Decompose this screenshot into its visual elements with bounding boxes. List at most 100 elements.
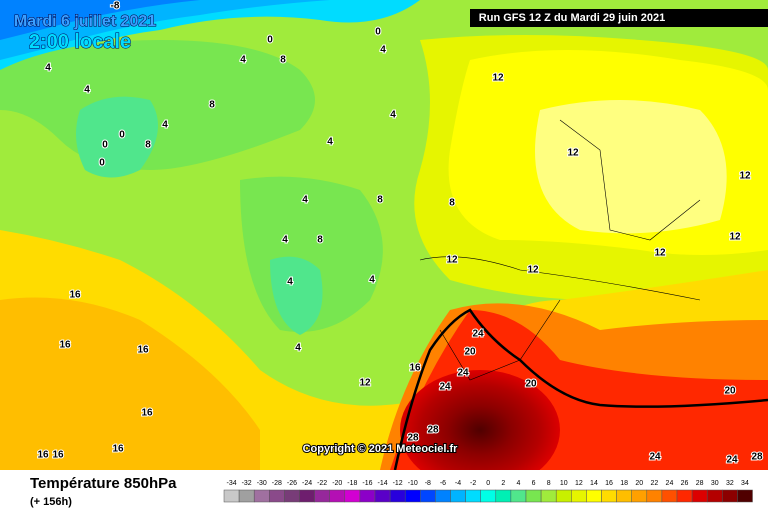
colorbar-tick-label: -22 (317, 480, 327, 487)
contour-label: 0 (119, 130, 125, 141)
contour-label: 0 (375, 27, 381, 38)
colorbar-cell (495, 489, 512, 503)
colorbar-cell (404, 489, 421, 503)
contour-label: 24 (726, 455, 738, 466)
contour-label: 8 (209, 100, 215, 111)
contour-label: 8 (449, 198, 455, 209)
contour-label: 8 (145, 140, 151, 151)
colorbar-cell (706, 489, 723, 503)
contour-label: 24 (439, 382, 451, 393)
colorbar-cell (616, 489, 632, 503)
contour-label: 8 (317, 235, 323, 246)
colorbar-cell (435, 489, 451, 503)
colorbar-cell (344, 489, 361, 503)
colorbar-cell (571, 489, 587, 503)
colorbar-cell (329, 489, 346, 503)
contour-label: 16 (409, 363, 421, 374)
contour-label: 0 (99, 158, 105, 169)
colorbar-tick-label: 2 (501, 480, 505, 487)
colorbar-tick-label: 6 (532, 480, 536, 487)
contour-label: 28 (407, 433, 419, 444)
colorbar-cell (374, 489, 391, 503)
contour-label: 16 (52, 450, 64, 461)
contour-label: 4 (302, 195, 308, 206)
contour-label: 12 (359, 378, 371, 389)
colorbar-cell (691, 489, 708, 503)
contour-label: -8 (111, 1, 120, 12)
contour-label: 0 (102, 140, 108, 151)
contour-label: 4 (162, 120, 168, 131)
colorbar-cell (510, 489, 527, 503)
contour-label: 12 (527, 265, 539, 276)
colorbar-tick-label: 18 (620, 480, 628, 487)
contour-label: 12 (446, 255, 458, 266)
contour-label: 4 (390, 110, 396, 121)
contour-label: 16 (137, 345, 149, 356)
contour-label: 16 (37, 450, 49, 461)
colorbar-cell (253, 489, 270, 503)
colorbar-tick-label: 0 (486, 480, 490, 487)
colorbar-tick-label: -2 (470, 480, 476, 487)
colorbar-tick-label: -10 (408, 480, 418, 487)
colorbar-tick-label: 32 (726, 480, 734, 487)
colorbar-tick-label: 20 (635, 480, 643, 487)
colorbar-tick-label: 24 (666, 480, 674, 487)
colorbar-tick-label: -8 (425, 480, 431, 487)
colorbar-cell (601, 489, 617, 503)
colorbar-tick-label: -34 (226, 480, 236, 487)
contour-label: 8 (377, 195, 383, 206)
colorbar-tick-label: -16 (362, 480, 372, 487)
colorbar-cell (737, 489, 753, 503)
contour-label: 16 (59, 340, 71, 351)
colorbar-cell (540, 489, 557, 503)
footer-title: Température 850hPa (30, 475, 177, 492)
colorbar-tick-label: -24 (302, 480, 312, 487)
contour-label: 4 (327, 137, 333, 148)
contour-label: 8 (280, 55, 286, 66)
colorbar-tick-label: -20 (332, 480, 342, 487)
contour-label: 16 (69, 290, 81, 301)
local-time: 2:00 locale (29, 31, 131, 53)
colorbar-cell (480, 489, 497, 503)
map-background (0, 0, 768, 490)
contour-label: 12 (567, 148, 579, 159)
colorbar-cell (450, 489, 466, 503)
colorbar-cell (676, 489, 693, 503)
contour-label: 16 (112, 444, 124, 455)
colorbar-cell (465, 489, 481, 503)
colorbar-tick-label: 12 (575, 480, 583, 487)
contour-label: 4 (240, 55, 246, 66)
contour-label: 24 (649, 452, 661, 463)
contour-label: 28 (751, 452, 763, 463)
colorbar-cell (631, 489, 648, 503)
colorbar-tick-label: 30 (711, 480, 719, 487)
contour-label: 20 (464, 347, 476, 358)
contour-label: 28 (427, 425, 439, 436)
colorbar-cell (314, 489, 330, 503)
contour-label: 4 (380, 45, 386, 56)
contour-label: 4 (45, 63, 51, 74)
colorbar-cell (646, 489, 663, 503)
copyright: Copyright © 2021 Meteociel.fr (303, 443, 459, 455)
colorbar-cell (359, 489, 376, 503)
colorbar-cell (420, 489, 436, 503)
colorbar-tick-label: 22 (650, 480, 658, 487)
colorbar-tick-label: -30 (257, 480, 267, 487)
contour-label: 0 (267, 35, 273, 46)
contour-label: 16 (141, 408, 153, 419)
colorbar-tick-label: -6 (440, 480, 446, 487)
contour-label: 12 (739, 171, 751, 182)
colorbar-cell (586, 489, 602, 503)
colorbar-tick-label: 26 (681, 480, 689, 487)
colorbar-tick-label: -18 (347, 480, 357, 487)
contour-label: 12 (654, 248, 666, 259)
colorbar-cell (661, 489, 678, 503)
contour-label: 12 (729, 232, 741, 243)
colorbar-tick-label: 34 (741, 480, 749, 487)
colorbar-cell (269, 489, 285, 503)
valid-date: Mardi 6 juillet 2021 (14, 13, 156, 30)
run-box (470, 9, 768, 27)
colorbar-cell (722, 489, 738, 503)
contour-label: 4 (282, 235, 288, 246)
